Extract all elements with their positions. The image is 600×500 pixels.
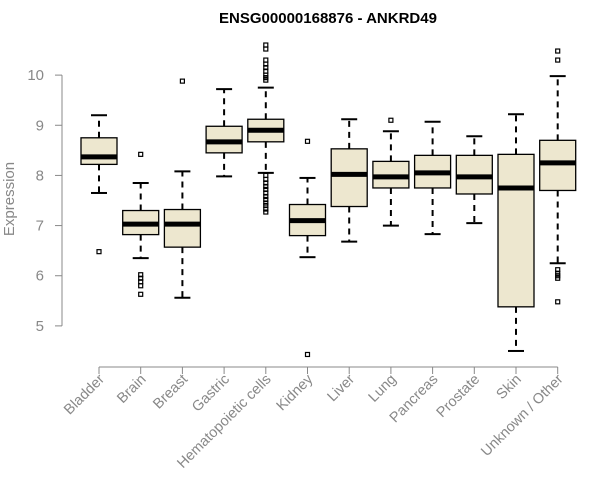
iqr-box	[80, 137, 118, 166]
outlier-point	[555, 48, 561, 54]
x-tick-label: Breast	[150, 372, 191, 413]
outlier-point	[263, 193, 269, 200]
outlier-point	[304, 138, 311, 144]
box-breast	[163, 78, 202, 299]
x-tick-label: Liver	[324, 371, 358, 405]
box-liver	[330, 118, 368, 243]
outlier-point	[138, 283, 144, 289]
y-tick-label: 8	[36, 167, 44, 184]
y-axis-label: Expression	[1, 162, 18, 236]
iqr-box	[497, 153, 535, 308]
box-gastric	[205, 88, 243, 178]
outlier-point	[263, 42, 269, 48]
outlier-point	[263, 57, 269, 63]
y-tick-label: 7	[36, 218, 44, 235]
boxes-group	[80, 42, 577, 358]
box-kidney	[288, 138, 327, 358]
y-tick-label: 5	[36, 318, 44, 335]
outlier-point	[263, 68, 269, 74]
outlier-point	[263, 209, 269, 215]
outlier-point	[138, 151, 144, 157]
outlier-point	[388, 117, 394, 123]
x-tick-label: Prostate	[434, 372, 483, 421]
outlier-point	[138, 291, 144, 297]
outlier-point	[263, 206, 269, 212]
x-tick-label: Lung	[366, 372, 400, 406]
outlier-point	[179, 78, 185, 84]
box-hematopoietic-cells	[247, 42, 285, 215]
x-tick-label: Kidney	[274, 371, 317, 414]
outlier-point	[555, 275, 561, 281]
x-tick-label: Bladder	[61, 371, 108, 418]
outlier-point	[96, 249, 102, 255]
box-lung	[372, 117, 410, 227]
box-prostate	[455, 135, 493, 225]
box-bladder	[80, 114, 118, 255]
iqr-box	[330, 148, 368, 208]
box-unknown-other	[539, 48, 577, 305]
y-tick-label: 6	[36, 268, 44, 285]
box-brain	[122, 151, 160, 297]
x-tick-label: Skin	[494, 372, 525, 403]
outlier-point	[263, 46, 269, 52]
y-tick-label: 10	[27, 67, 44, 84]
x-tick-label: Brain	[114, 372, 149, 407]
outlier-point	[263, 172, 269, 179]
outlier-point	[555, 57, 561, 63]
outlier-point	[263, 183, 269, 190]
outlier-point	[304, 351, 311, 358]
box-skin	[497, 113, 535, 352]
chart-title: ENSG00000168876 - ANKRD49	[219, 10, 437, 27]
outlier-point	[263, 77, 269, 83]
y-axis: 5 6 7 8 9 10	[27, 67, 63, 335]
iqr-box	[163, 208, 202, 248]
outlier-point	[555, 299, 561, 305]
box-pancreas	[413, 120, 452, 236]
y-tick-label: 9	[36, 117, 44, 134]
iqr-box	[539, 139, 577, 192]
